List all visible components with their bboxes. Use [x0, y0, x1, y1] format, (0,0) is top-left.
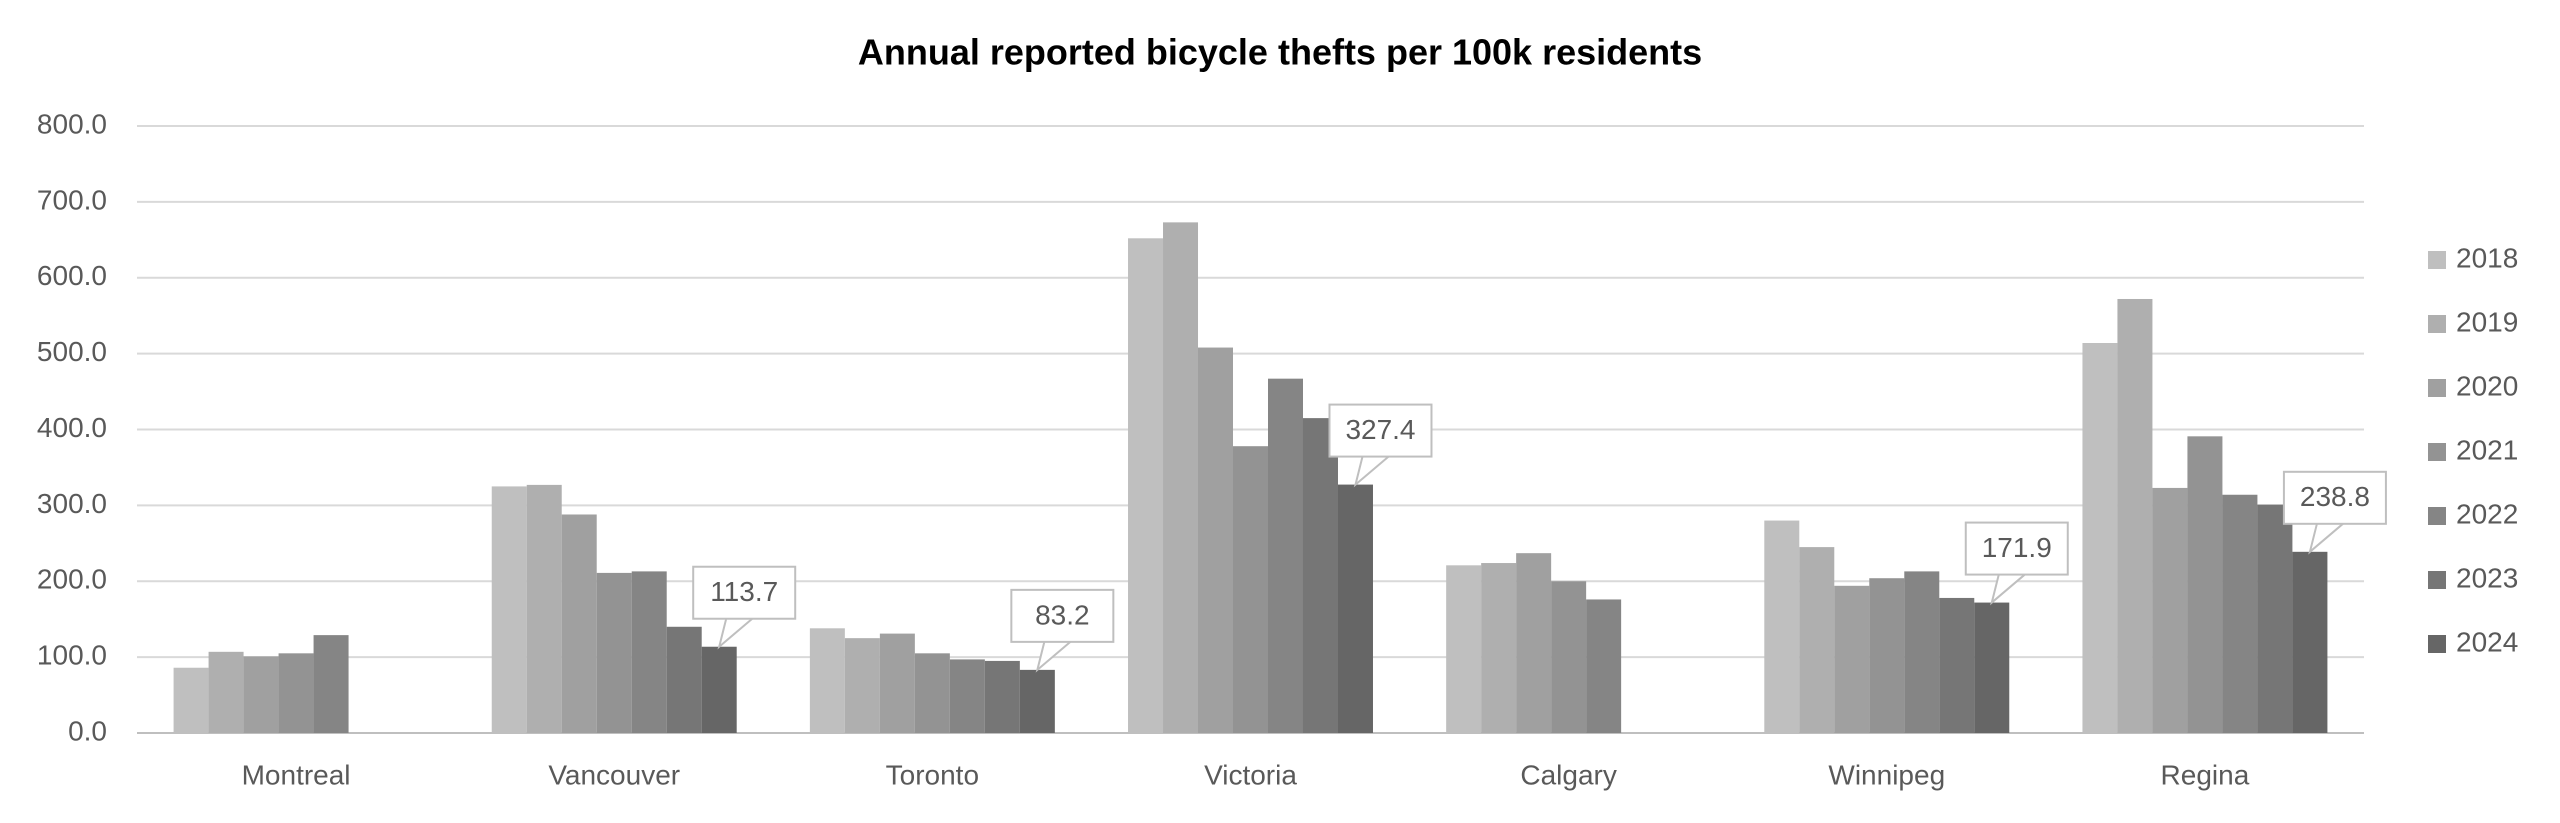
callout-box	[692, 565, 797, 620]
bar	[701, 646, 737, 733]
y-tick-label: 400.0	[37, 412, 107, 443]
bar	[2082, 343, 2118, 733]
bar	[1446, 565, 1482, 733]
bar	[1163, 222, 1199, 733]
bar	[1337, 484, 1373, 733]
bar	[561, 514, 597, 733]
bar	[1302, 418, 1338, 733]
callout-box	[2282, 470, 2387, 525]
y-tick-label: 100.0	[37, 640, 107, 671]
bar	[2152, 487, 2188, 733]
bar	[1267, 378, 1303, 733]
data-label: 83.2	[1035, 599, 1090, 630]
legend-label: 2021	[2456, 434, 2518, 465]
bar	[596, 572, 632, 733]
bar	[666, 626, 702, 733]
bar	[2187, 436, 2223, 733]
y-tick-label: 200.0	[37, 564, 107, 595]
legend-swatch	[2428, 507, 2446, 525]
bar	[1974, 602, 2010, 733]
legend-label: 2024	[2456, 626, 2518, 657]
x-tick-label: Victoria	[1204, 759, 1297, 790]
bar	[631, 571, 667, 733]
x-tick-label: Montreal	[242, 759, 351, 790]
bar	[1551, 581, 1587, 733]
y-tick-label: 600.0	[37, 260, 107, 291]
bar	[2292, 551, 2328, 733]
bar	[526, 484, 562, 733]
bar	[278, 653, 314, 733]
y-tick-label: 700.0	[37, 184, 107, 215]
chart-title: Annual reported bicycle thefts per 100k …	[858, 32, 1702, 73]
callout-box	[1010, 588, 1115, 643]
legend-label: 2018	[2456, 242, 2518, 273]
legend-swatch	[2428, 379, 2446, 397]
bar	[1128, 238, 1164, 734]
bar	[2117, 298, 2153, 733]
bar	[208, 651, 244, 733]
data-label: 238.8	[2300, 481, 2370, 512]
data-label: 327.4	[1345, 414, 1415, 445]
bar	[1198, 347, 1234, 733]
bar	[1019, 669, 1055, 733]
legend-label: 2019	[2456, 306, 2518, 337]
bar	[1516, 553, 1552, 733]
bar	[1834, 585, 1870, 733]
bar	[313, 635, 349, 733]
legend-label: 2022	[2456, 498, 2518, 529]
bar	[914, 653, 950, 733]
bar	[491, 486, 527, 733]
bar	[879, 633, 915, 733]
legend-swatch	[2428, 251, 2446, 269]
bar	[1764, 520, 1800, 733]
bar	[1799, 547, 1835, 733]
legend-swatch	[2428, 315, 2446, 333]
bar	[1586, 599, 1622, 733]
legend-swatch	[2428, 443, 2446, 461]
bar	[844, 638, 880, 733]
legend-label: 2023	[2456, 562, 2518, 593]
bar	[2222, 494, 2258, 733]
bar	[1481, 563, 1517, 733]
x-tick-label: Calgary	[1520, 759, 1616, 790]
bar	[173, 667, 209, 733]
data-label: 171.9	[1982, 532, 2052, 563]
bar	[1869, 578, 1905, 733]
bar	[1904, 571, 1940, 733]
bar	[809, 628, 845, 733]
callout-pointer	[1990, 573, 2026, 606]
y-tick-label: 800.0	[37, 108, 107, 139]
y-tick-label: 300.0	[37, 488, 107, 519]
callout-pointer	[1353, 455, 1390, 488]
bar	[949, 659, 985, 733]
x-tick-label: Vancouver	[548, 759, 680, 790]
x-tick-label: Winnipeg	[1828, 759, 1945, 790]
bar	[243, 656, 279, 733]
x-tick-label: Regina	[2161, 759, 2250, 790]
callout-pointer	[1035, 641, 1071, 673]
y-tick-label: 500.0	[37, 336, 107, 367]
callout-pointer	[717, 617, 753, 650]
y-tick-label: 0.0	[68, 715, 107, 746]
callout-pointer	[2308, 523, 2344, 555]
x-tick-label: Toronto	[886, 759, 979, 790]
bar	[1939, 597, 1975, 733]
data-label: 113.7	[710, 576, 778, 607]
bar	[2257, 504, 2293, 733]
bar	[1233, 446, 1268, 733]
bar	[984, 660, 1020, 733]
legend-label: 2020	[2456, 370, 2518, 401]
callout-box	[1328, 403, 1433, 458]
legend-swatch	[2428, 635, 2446, 653]
callout-box	[1964, 521, 2069, 576]
legend-swatch	[2428, 571, 2446, 589]
